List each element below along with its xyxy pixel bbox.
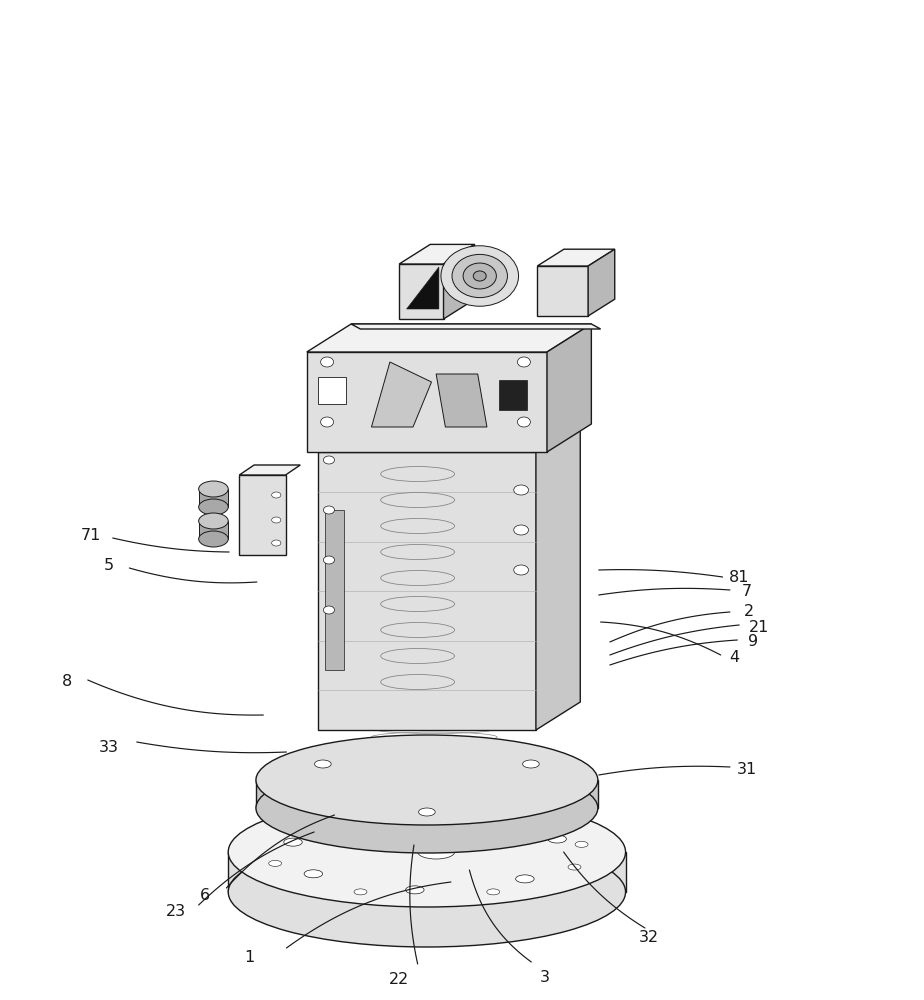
Ellipse shape [321, 357, 334, 367]
Ellipse shape [284, 838, 302, 846]
Text: 3: 3 [541, 970, 550, 986]
Ellipse shape [514, 565, 529, 575]
Text: 32: 32 [638, 930, 659, 946]
Polygon shape [538, 249, 614, 266]
Ellipse shape [473, 271, 486, 281]
Ellipse shape [418, 845, 455, 859]
Text: 5: 5 [104, 558, 114, 572]
Text: 81: 81 [729, 570, 749, 585]
Text: 4: 4 [730, 650, 739, 666]
Ellipse shape [476, 814, 494, 822]
Ellipse shape [385, 902, 487, 938]
Polygon shape [436, 374, 487, 427]
Ellipse shape [575, 841, 588, 847]
Polygon shape [199, 521, 228, 539]
Ellipse shape [228, 797, 626, 907]
Ellipse shape [385, 864, 487, 900]
Ellipse shape [406, 886, 424, 894]
Polygon shape [407, 267, 439, 309]
Ellipse shape [514, 525, 529, 535]
Ellipse shape [304, 870, 322, 878]
Ellipse shape [272, 540, 281, 546]
Ellipse shape [517, 357, 530, 367]
Text: 33: 33 [99, 740, 119, 756]
Ellipse shape [292, 824, 305, 830]
Polygon shape [444, 244, 475, 319]
Polygon shape [199, 489, 228, 507]
Ellipse shape [256, 763, 598, 853]
Ellipse shape [256, 735, 598, 825]
Ellipse shape [269, 860, 282, 866]
Ellipse shape [452, 254, 507, 298]
Text: 23: 23 [165, 904, 186, 920]
Polygon shape [318, 452, 536, 730]
Ellipse shape [199, 481, 228, 497]
Ellipse shape [272, 492, 281, 498]
Polygon shape [351, 324, 601, 329]
Ellipse shape [516, 875, 534, 883]
Polygon shape [307, 352, 547, 452]
Ellipse shape [323, 556, 334, 564]
Ellipse shape [199, 499, 228, 515]
Ellipse shape [487, 889, 500, 895]
Polygon shape [239, 465, 300, 475]
Ellipse shape [393, 806, 406, 812]
Polygon shape [385, 882, 487, 920]
Ellipse shape [323, 506, 334, 514]
Text: 22: 22 [389, 972, 409, 988]
Text: 31: 31 [736, 762, 757, 778]
Text: 6: 6 [201, 888, 210, 902]
Text: 1: 1 [244, 950, 255, 964]
Text: 8: 8 [61, 674, 72, 690]
Text: 7: 7 [742, 584, 751, 599]
Text: 71: 71 [80, 528, 101, 542]
Ellipse shape [523, 760, 540, 768]
Polygon shape [256, 780, 598, 808]
Polygon shape [399, 244, 475, 264]
Polygon shape [371, 362, 432, 427]
Polygon shape [399, 264, 444, 319]
Ellipse shape [568, 864, 581, 870]
Ellipse shape [354, 889, 367, 895]
Polygon shape [325, 510, 344, 670]
Ellipse shape [272, 517, 281, 523]
Polygon shape [536, 424, 580, 730]
Ellipse shape [514, 485, 529, 495]
Polygon shape [547, 324, 591, 452]
Polygon shape [318, 377, 346, 404]
Ellipse shape [199, 513, 228, 529]
Text: 21: 21 [749, 619, 770, 635]
Ellipse shape [321, 417, 334, 427]
Ellipse shape [359, 814, 378, 822]
Ellipse shape [323, 456, 334, 464]
Ellipse shape [419, 808, 435, 816]
Ellipse shape [517, 417, 530, 427]
Ellipse shape [323, 606, 334, 614]
Ellipse shape [199, 531, 228, 547]
Ellipse shape [441, 246, 518, 306]
Polygon shape [307, 324, 591, 352]
Polygon shape [239, 475, 286, 555]
Text: 2: 2 [744, 604, 753, 619]
Ellipse shape [228, 837, 626, 947]
Polygon shape [589, 249, 614, 316]
Polygon shape [499, 380, 527, 410]
Text: 9: 9 [748, 635, 758, 650]
Ellipse shape [314, 760, 331, 768]
Polygon shape [538, 266, 589, 316]
Polygon shape [318, 424, 580, 452]
Polygon shape [228, 852, 626, 892]
Ellipse shape [521, 815, 534, 821]
Ellipse shape [548, 835, 566, 843]
Ellipse shape [463, 263, 496, 289]
